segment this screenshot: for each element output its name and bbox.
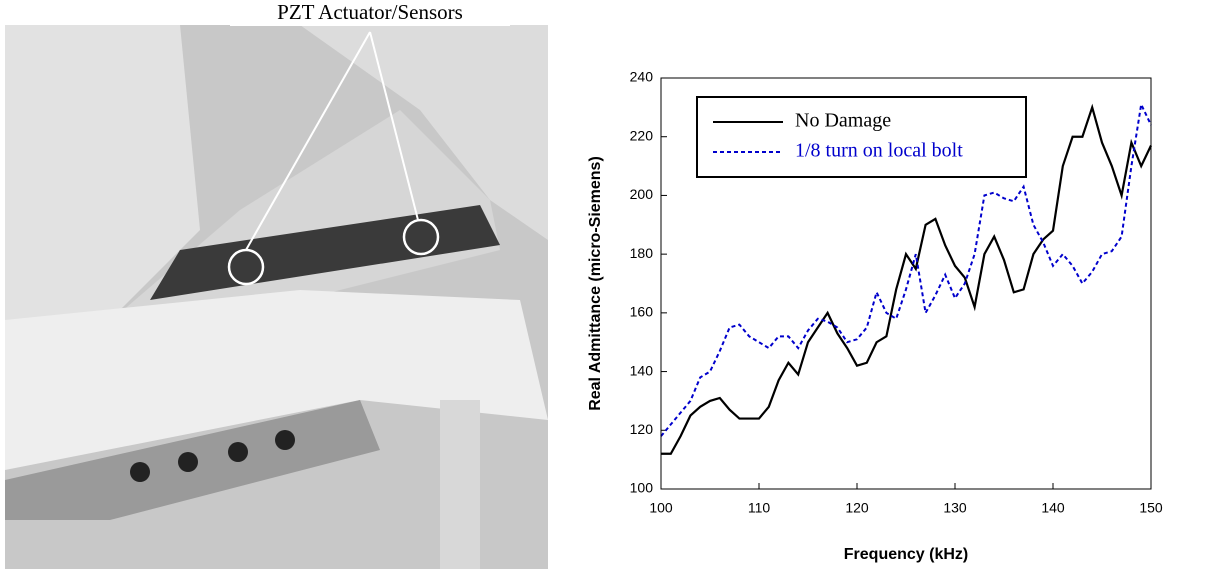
- y-tick-label: 180: [630, 245, 654, 261]
- y-tick-label: 160: [630, 304, 654, 320]
- y-tick-label: 120: [630, 421, 654, 437]
- photo: [5, 25, 548, 569]
- y-tick-label: 200: [630, 186, 654, 202]
- legend-label: 1/8 turn on local bolt: [795, 140, 963, 162]
- y-tick-label: 220: [630, 127, 654, 143]
- x-tick-label: 130: [943, 500, 967, 516]
- legend-box: [696, 96, 1027, 178]
- x-tick-label: 100: [649, 500, 673, 516]
- x-tick-label: 150: [1139, 500, 1163, 516]
- x-tick-label: 140: [1041, 500, 1065, 516]
- x-axis-label: Frequency (kHz): [844, 546, 968, 563]
- series-line: [660, 101, 1152, 437]
- photo-annotation: PZT Actuator/Sensors: [277, 0, 463, 24]
- y-tick-label: 100: [630, 480, 654, 496]
- plot-frame: [660, 77, 1152, 490]
- y-tick-label: 240: [630, 69, 654, 85]
- x-tick-label: 120: [845, 500, 869, 516]
- legend-label: No Damage: [795, 110, 891, 132]
- label-bg: [230, 0, 510, 26]
- y-tick-label: 140: [630, 362, 654, 378]
- x-tick-label: 110: [748, 500, 771, 516]
- y-axis-label: Real Admittance (micro-Siemens): [587, 156, 604, 411]
- series-line: [661, 103, 1152, 455]
